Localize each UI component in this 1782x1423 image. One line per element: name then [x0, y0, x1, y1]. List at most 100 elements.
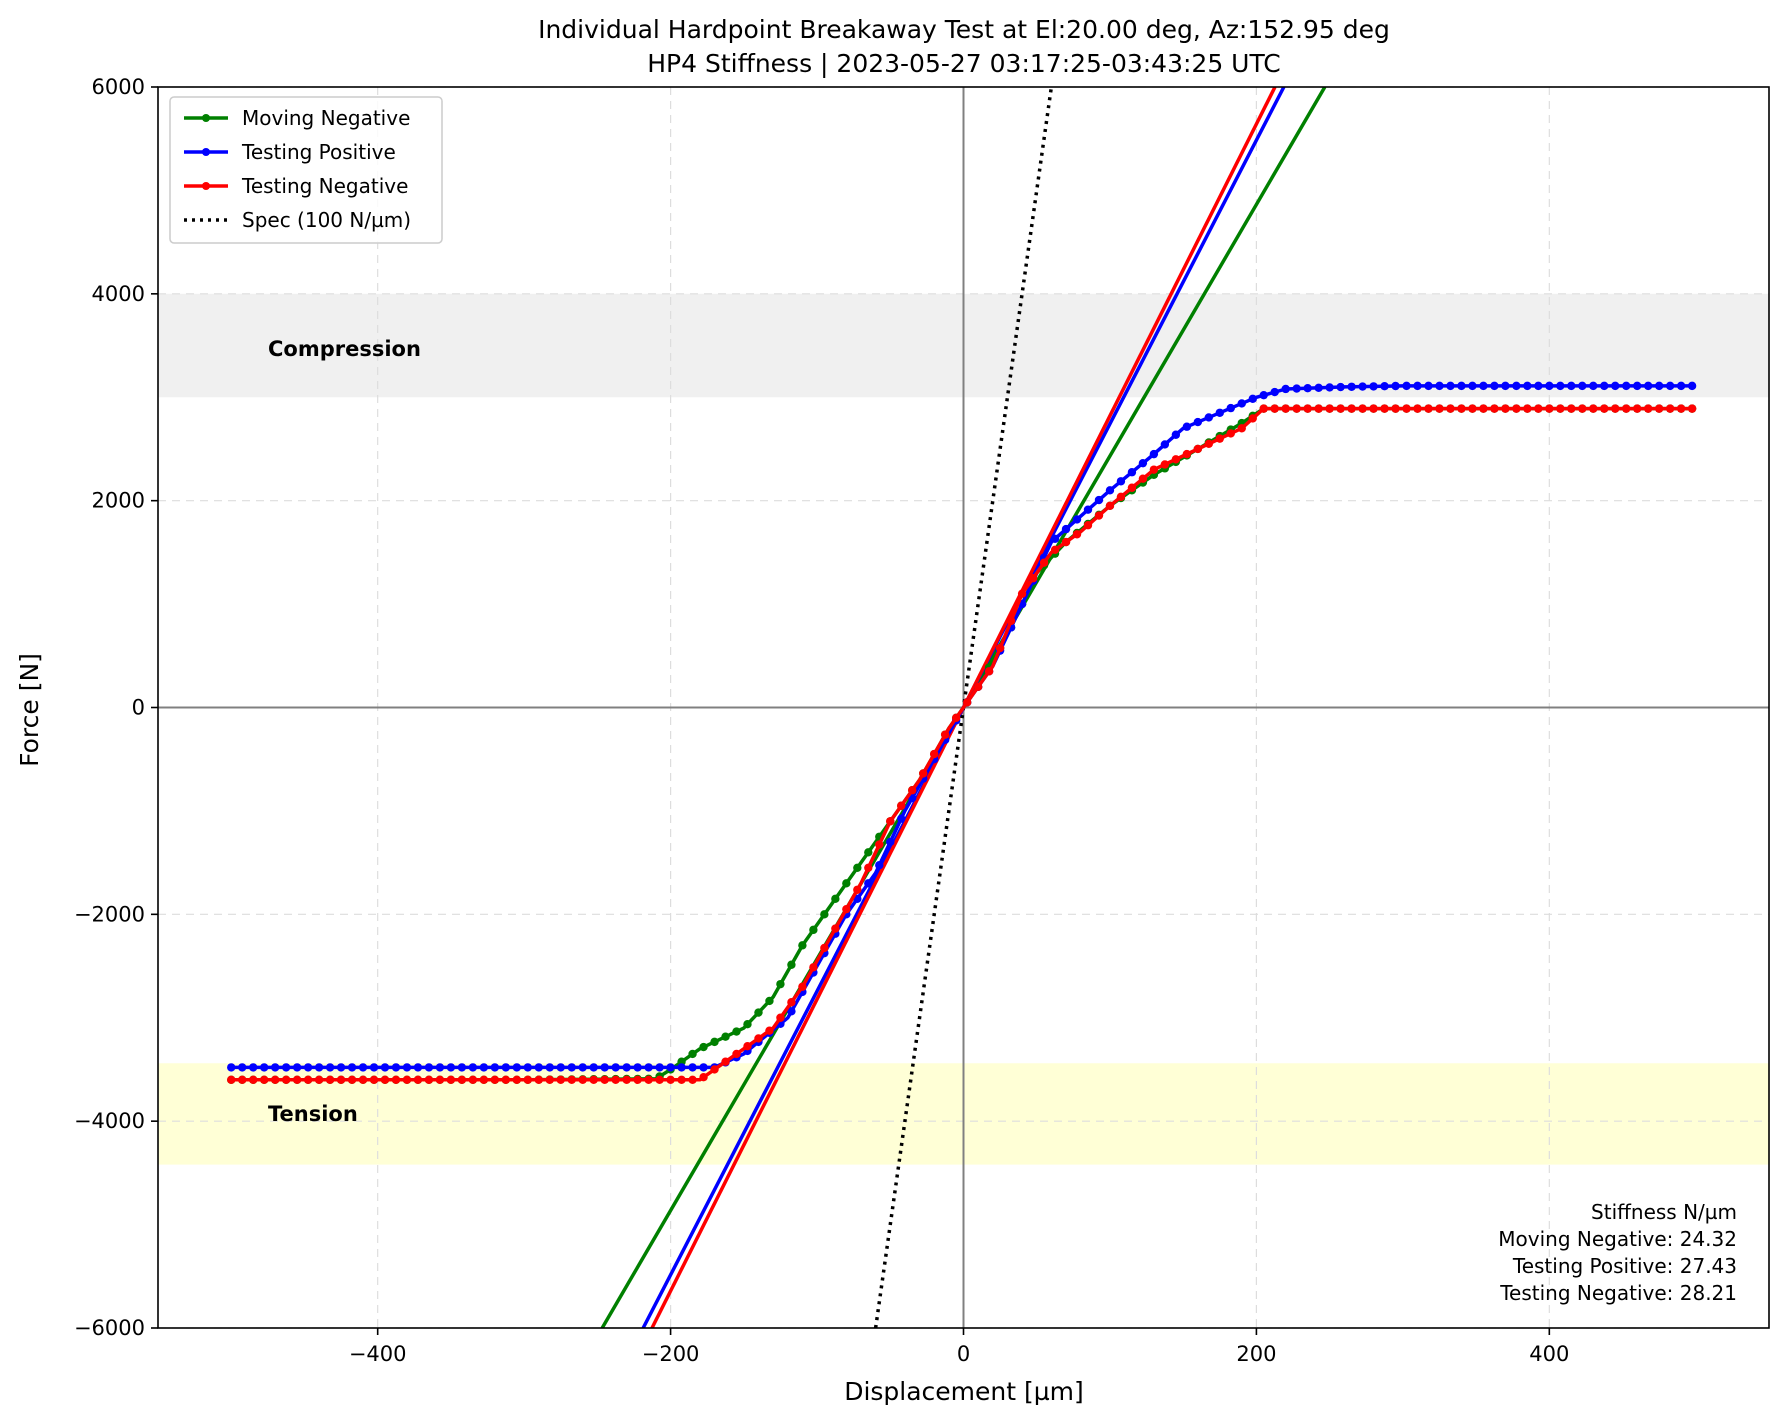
data-point-testing-positive [886, 837, 895, 847]
data-point-testing-positive [655, 1063, 664, 1072]
data-point-testing-positive [1149, 449, 1159, 459]
data-point-moving-negative [831, 894, 840, 904]
x-tick-label: 0 [957, 1342, 970, 1366]
data-point-testing-positive [1413, 381, 1422, 391]
legend-frame [169, 96, 443, 244]
data-point-testing-positive [1292, 384, 1301, 393]
data-point-testing-negative [1061, 537, 1071, 547]
data-point-testing-positive [501, 1063, 511, 1072]
data-point-testing-positive [1281, 384, 1290, 394]
data-point-testing-positive [699, 1063, 708, 1072]
data-point-testing-negative [314, 1075, 324, 1085]
data-point-testing-negative [710, 1065, 719, 1074]
data-point-testing-negative [1281, 404, 1290, 413]
data-point-testing-positive [1556, 381, 1565, 391]
data-point-testing-positive [633, 1063, 642, 1072]
data-point-testing-negative [787, 998, 796, 1007]
data-point-testing-positive [468, 1063, 478, 1072]
data-point-testing-positive [622, 1063, 631, 1072]
data-point-testing-positive [512, 1063, 522, 1072]
data-point-testing-positive [1182, 422, 1192, 431]
data-point-testing-positive [238, 1063, 247, 1072]
data-point-testing-negative [369, 1075, 379, 1085]
data-point-testing-negative [1534, 404, 1543, 413]
data-point-testing-positive [227, 1063, 236, 1072]
data-point-testing-negative [1039, 558, 1049, 567]
data-point-testing-negative [248, 1075, 258, 1085]
data-point-moving-negative [809, 925, 818, 935]
data-point-testing-positive [281, 1063, 291, 1072]
data-point-testing-positive [1589, 381, 1598, 391]
stiffness-testing-positive: Testing Positive: 27.43 [1512, 1254, 1737, 1278]
data-point-testing-positive [259, 1063, 269, 1072]
data-point-testing-negative [688, 1075, 697, 1085]
data-point-moving-negative [688, 1049, 697, 1059]
data-point-testing-negative [1006, 616, 1016, 626]
data-point-moving-negative [743, 1020, 752, 1029]
data-point-testing-negative [1171, 455, 1181, 464]
data-point-testing-positive [787, 1007, 796, 1016]
legend-label-testing-positive: Testing Positive [241, 140, 396, 164]
x-tick-label: 200 [1236, 1342, 1276, 1366]
y-tick-label: 2000 [92, 489, 145, 513]
data-point-testing-negative [270, 1075, 280, 1085]
data-point-testing-negative [842, 904, 851, 914]
data-point-testing-positive [479, 1063, 489, 1072]
y-tick-label: −4000 [74, 1109, 145, 1133]
data-point-testing-positive [1347, 382, 1356, 391]
data-point-testing-negative [1380, 404, 1389, 413]
data-point-testing-negative [281, 1075, 291, 1085]
data-point-testing-negative [1193, 444, 1203, 454]
data-point-testing-negative [512, 1075, 522, 1085]
data-point-testing-positive [875, 861, 884, 870]
data-point-testing-negative [1336, 404, 1345, 413]
data-point-testing-negative [1402, 404, 1411, 413]
data-point-testing-negative [677, 1075, 686, 1085]
data-point-testing-negative [435, 1075, 445, 1085]
data-point-testing-negative [1314, 404, 1323, 413]
data-point-testing-positive [1160, 440, 1170, 449]
data-point-testing-negative [875, 840, 884, 849]
data-point-testing-negative [633, 1075, 642, 1085]
data-point-testing-negative [930, 749, 939, 759]
data-point-testing-negative [600, 1075, 609, 1085]
data-point-testing-negative [973, 682, 983, 692]
data-point-testing-positive [666, 1063, 675, 1072]
data-point-testing-positive [1523, 381, 1532, 391]
data-point-testing-negative [413, 1075, 423, 1085]
data-point-testing-positive [556, 1063, 565, 1072]
x-tick-label: −400 [349, 1342, 407, 1366]
chart-subtitle: HP4 Stiffness | 2023-05-27 03:17:25-03:4… [647, 49, 1280, 78]
data-point-testing-negative [1215, 434, 1224, 443]
data-point-testing-negative [1676, 404, 1686, 413]
data-point-testing-positive [1193, 417, 1203, 427]
data-point-testing-negative [1687, 404, 1697, 413]
data-point-testing-negative [1556, 404, 1565, 413]
data-point-testing-negative [1435, 404, 1444, 413]
data-point-testing-negative [446, 1075, 456, 1085]
data-point-testing-positive [413, 1063, 423, 1072]
data-point-testing-negative [951, 713, 961, 723]
data-point-testing-negative [1050, 545, 1060, 554]
data-point-testing-positive [1094, 495, 1104, 505]
data-point-testing-positive [1237, 399, 1246, 408]
data-point-testing-negative [1391, 404, 1400, 413]
data-point-testing-positive [1501, 381, 1510, 391]
data-point-testing-positive [1687, 381, 1697, 391]
data-point-testing-positive [1479, 381, 1488, 391]
legend-label-spec: Spec (100 N/µm) [242, 208, 411, 232]
data-point-testing-negative [468, 1075, 478, 1085]
data-point-testing-negative [380, 1075, 390, 1085]
data-point-testing-negative [831, 924, 840, 933]
legend: Moving Negative Testing Positive Testing… [169, 96, 443, 244]
data-point-testing-positive [1303, 384, 1312, 393]
data-point-testing-negative [501, 1075, 511, 1085]
data-point-testing-positive [1314, 383, 1323, 393]
data-point-testing-negative [1325, 404, 1334, 413]
data-point-testing-negative [666, 1075, 675, 1085]
data-point-testing-negative [1237, 424, 1246, 433]
data-point-testing-negative [534, 1075, 543, 1085]
data-point-testing-negative [1149, 465, 1159, 474]
data-point-testing-positive [1468, 381, 1477, 391]
